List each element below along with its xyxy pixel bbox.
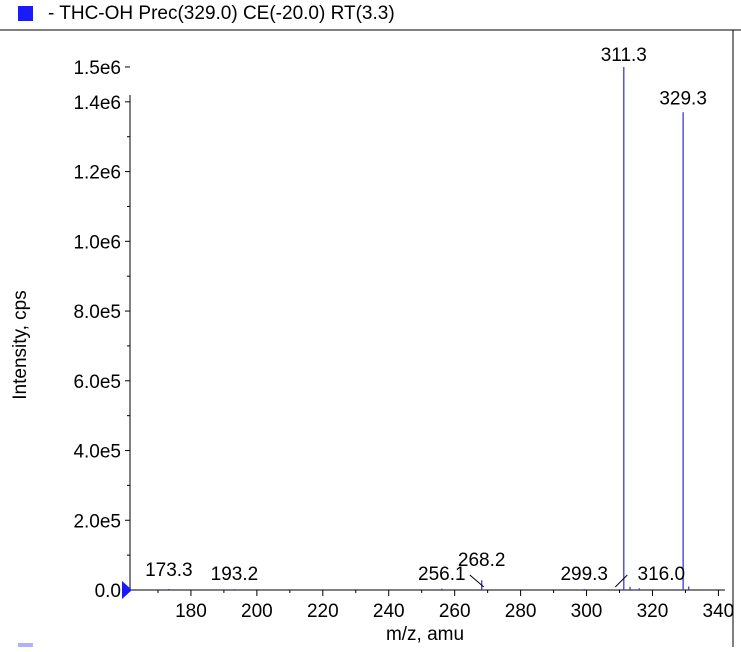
y-tick-label: 1.4e6 — [73, 93, 121, 114]
x-tick-label: 240 — [373, 601, 405, 622]
y-tick-label: 4.0e5 — [73, 442, 121, 463]
y-axis-label: Intensity, cps — [10, 290, 31, 399]
x-tick-label: 200 — [241, 601, 273, 622]
legend-label: - THC-OH Prec(329.0) CE(-20.0) RT(3.3) — [48, 3, 395, 24]
x-tick-label: 260 — [439, 601, 471, 622]
peak-label: 311.3 — [601, 45, 647, 66]
peak-label: 268.2 — [458, 550, 506, 571]
x-tick-label: 300 — [571, 601, 603, 622]
zero-marker-icon[interactable] — [122, 581, 132, 599]
peak-label: 173.3 — [145, 560, 193, 581]
y-tick-label: 8.0e5 — [73, 302, 121, 323]
peak-label-leader — [469, 574, 485, 588]
next-legend-swatch[interactable] — [18, 643, 33, 647]
peak-label-leader — [614, 574, 628, 588]
legend-swatch[interactable] — [18, 6, 33, 21]
peak-label: 316.0 — [638, 564, 686, 585]
y-tick-label: 1.5e6 — [73, 58, 121, 79]
peak-label: 193.2 — [211, 564, 259, 585]
x-tick-label: 220 — [307, 601, 339, 622]
x-tick-label: 180 — [175, 601, 207, 622]
x-tick-label: 320 — [637, 601, 669, 622]
y-tick-label: 6.0e5 — [73, 372, 121, 393]
x-tick-label: 280 — [505, 601, 537, 622]
peak-label: 256.1 — [418, 564, 466, 585]
y-tick-label: 2.0e5 — [73, 511, 121, 532]
peak-label: 299.3 — [560, 564, 608, 585]
y-tick-label: 1.2e6 — [73, 163, 121, 184]
x-tick-label: 340 — [703, 601, 735, 622]
peak-label: 329.3 — [659, 88, 707, 109]
y-tick-label: 0.0 — [95, 581, 121, 602]
x-axis-label: m/z, amu — [386, 624, 464, 645]
y-tick-label: 1.0e6 — [73, 232, 121, 253]
